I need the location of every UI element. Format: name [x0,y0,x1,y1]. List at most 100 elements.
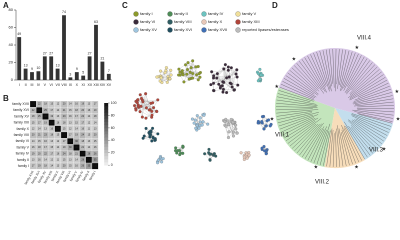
cell-label: 13 [88,103,91,106]
tree-branch [365,69,380,82]
network-node [247,153,251,157]
tree-branch [298,73,317,92]
tree-branch [352,109,370,113]
tree-branch [277,117,289,120]
tree-branch [341,129,349,152]
network-node [220,84,224,88]
network-node [262,144,266,148]
tree-branch [364,74,384,88]
network-node [206,122,210,126]
network-edge [231,67,235,90]
star-marker: ★ [274,84,279,90]
tree-branch [312,122,324,139]
tree-branch [287,128,308,144]
cell-label: 18 [44,103,47,106]
row-label: family II [17,158,29,162]
col-label: family I [88,170,97,181]
tree-branch [352,119,370,132]
colorbar-step [104,146,109,150]
tree-branch [307,128,322,149]
network-node [155,109,159,113]
network-node [191,76,195,80]
tree-branch [366,146,373,154]
network-edge [232,73,237,88]
colorbar-step [104,127,109,132]
network-node [235,75,239,79]
value-label: 27 [43,51,47,55]
tree-branch [322,130,330,154]
panel-label: B [3,94,9,103]
star-marker: ★ [396,116,400,122]
network-node [191,59,195,63]
cell-label: 21 [81,146,84,149]
network-node [181,151,185,155]
tree-branch [347,87,362,98]
tree-branch [289,70,303,81]
star-marker: ★ [354,165,359,171]
tree-branch [277,93,286,96]
network-node [161,157,165,161]
network-node [156,161,160,165]
bar [55,68,60,80]
bar [49,56,54,80]
tree-branch [367,120,390,130]
tree-branch [276,114,290,117]
cell-label: 17 [75,115,78,118]
cell-label: 16 [88,109,91,112]
cell-label: 15 [63,159,66,162]
cell-label: 100 [81,152,86,155]
tree-branch [371,95,393,101]
network-node [147,108,151,112]
tree-branch [368,123,389,133]
tree-branch [333,67,335,88]
tree-branch [290,108,313,110]
x-tick-label: X [76,83,79,87]
cell-label: 35 [94,159,97,162]
cell-label: 13 [57,165,60,168]
cell-label: 15 [32,121,35,124]
network-node [202,113,206,117]
cell-label: 23 [63,115,66,118]
cell-label: 16 [38,159,41,162]
network-node [234,72,238,76]
cell-label: 100 [75,146,80,149]
tree-branch [373,114,394,119]
network-node [163,71,167,75]
network-node [185,72,189,76]
tree-branch [345,50,350,66]
cell-label: 14 [75,159,78,162]
tree-branch [341,125,348,143]
clade-label: VIII.1 [275,133,290,139]
cell-label: 14 [32,140,35,143]
col-label: family X [50,169,60,182]
cell-label: 19 [75,134,78,137]
col-label: family XV [37,169,48,183]
legend-swatch [167,19,173,25]
tree-branch [348,119,362,132]
network-edge [211,71,232,84]
tree-branch [291,114,314,123]
cell-label: 14 [88,115,91,118]
cell-label: 12 [50,159,53,162]
network-edge [187,62,200,74]
cell-label: 12 [57,103,60,106]
tree-branch [316,51,325,75]
network-edge [210,69,237,85]
colorbar-step [104,112,109,116]
tree-branch [318,76,327,93]
tree-branch [335,131,337,155]
cell-label: 14 [75,128,78,131]
network-node [150,109,154,113]
network-node [209,83,213,87]
tree-branch [339,49,343,70]
row-label: family I [18,164,29,168]
figure: A B C D 0 20 40 60 80 49 I 13 II 9 III 10 IV 27 V 27 VI 1… [3,1,400,185]
cell-label: 19 [44,121,47,124]
tree-branch [345,51,353,75]
colorbar-label: 20 [111,151,115,155]
tree-branch [355,143,365,160]
row-label: family IV [16,152,30,156]
cell-label: 15 [50,103,53,106]
tree-branch [340,132,348,157]
y-tick-label: 40 [9,42,14,47]
